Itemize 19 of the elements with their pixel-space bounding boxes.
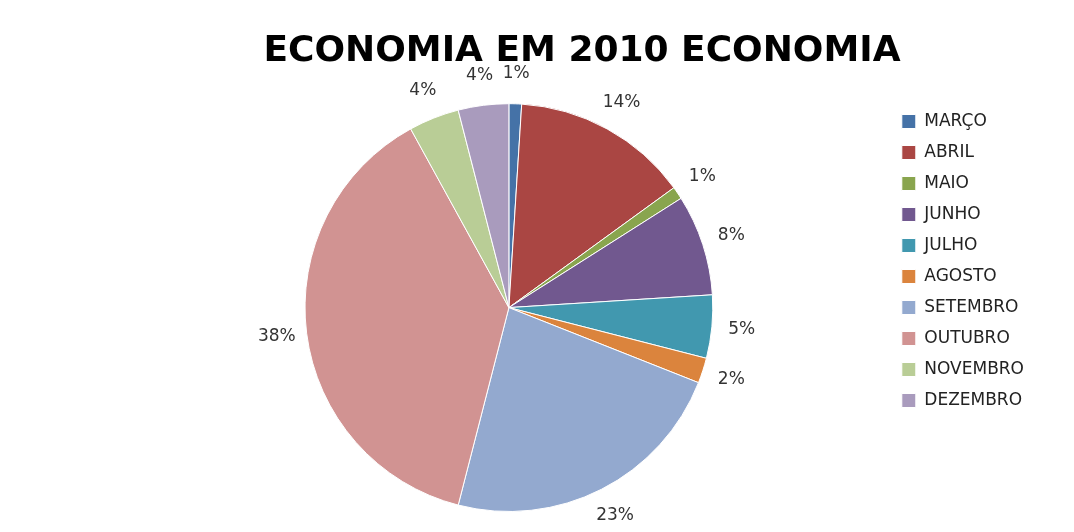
legend-label: ABRIL xyxy=(924,140,975,161)
legend-label: AGOSTO xyxy=(924,264,997,285)
data-label: 8% xyxy=(717,223,745,244)
data-label: 1% xyxy=(688,164,716,185)
legend-label: JULHO xyxy=(923,233,978,254)
legend-label: JUNHO xyxy=(923,202,981,223)
data-label: 38% xyxy=(257,325,296,346)
legend-label: NOVEMBRO xyxy=(924,357,1025,378)
data-label: 4% xyxy=(466,63,494,84)
data-label: 23% xyxy=(596,504,634,525)
data-label: 14% xyxy=(602,91,641,112)
data-label: 2% xyxy=(717,368,745,389)
data-label: 5% xyxy=(728,318,756,339)
legend-label: SETEMBRO xyxy=(924,295,1019,316)
legend-label: DEZEMBRO xyxy=(924,388,1023,409)
data-label: 4% xyxy=(409,78,437,99)
legend-label: MARÇO xyxy=(924,109,987,130)
legend-label: MAIO xyxy=(924,171,970,192)
legend-label: OUTUBRO xyxy=(924,326,1010,347)
